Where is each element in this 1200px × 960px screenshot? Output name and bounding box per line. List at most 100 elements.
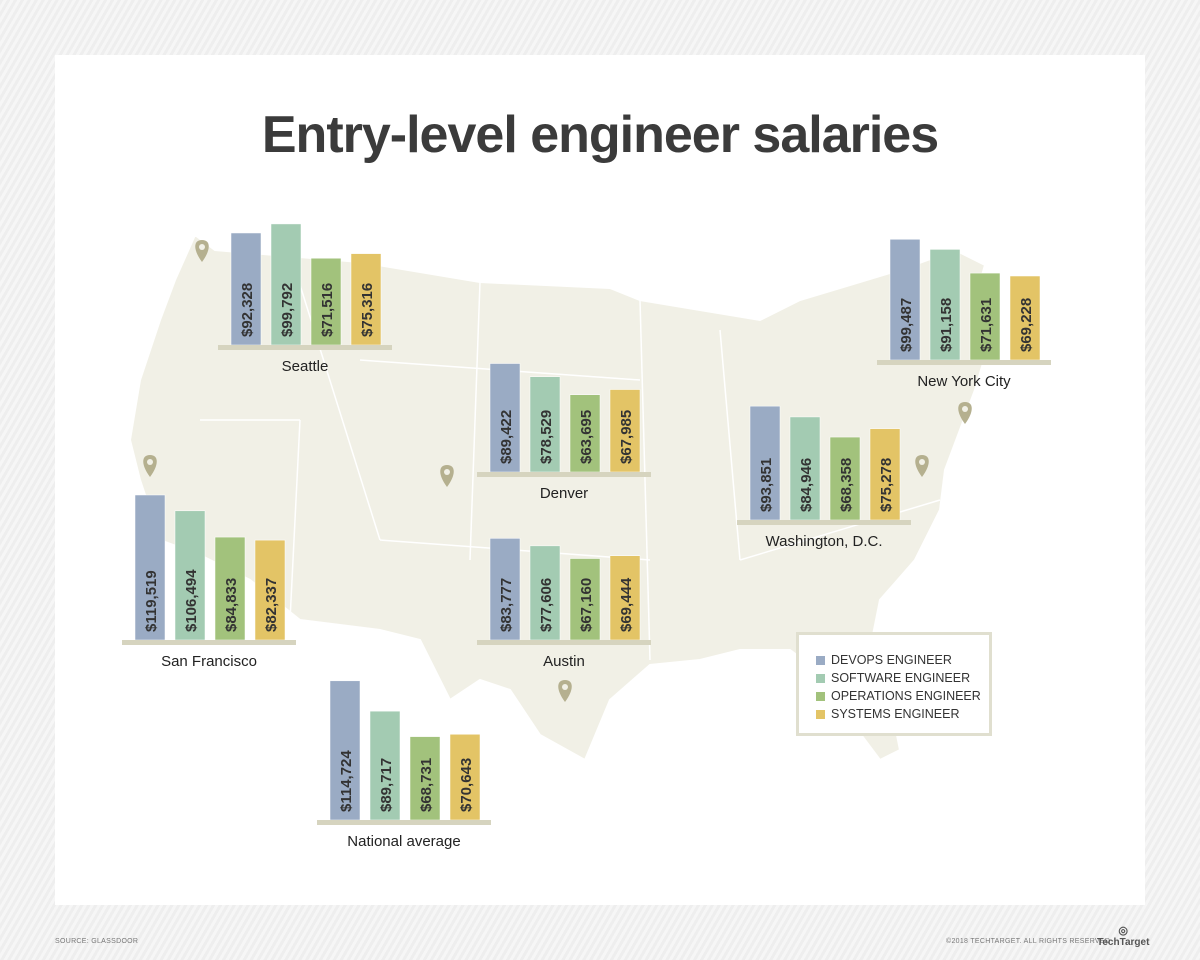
city-label: New York City (917, 373, 1011, 390)
shelf (218, 345, 392, 350)
bar-value-label: $89,717 (378, 758, 395, 812)
location-pin-icon (440, 465, 454, 487)
bar-value-label: $77,606 (538, 578, 555, 632)
location-pin-icon (143, 455, 157, 477)
bar-value-label: $92,328 (239, 283, 256, 337)
bar-value-label: $106,494 (183, 569, 200, 632)
bar-value-label: $70,643 (458, 758, 475, 812)
location-pin-icon (195, 240, 209, 262)
city-label: Austin (543, 653, 585, 670)
bar-value-label: $67,160 (578, 578, 595, 632)
bar-value-label: $68,358 (838, 458, 855, 512)
bar (609, 389, 641, 473)
bar-value-label: $89,422 (498, 410, 515, 464)
shelf (737, 520, 911, 525)
city-group: $83,777 $77,606 $67,160 $69,444 Austin (477, 538, 651, 670)
bar (254, 539, 286, 641)
logo-text: TechTarget (1097, 937, 1150, 948)
state-border (739, 499, 941, 561)
city-group: $93,851 $84,946 $68,358 $75,278 Washington, … (737, 405, 911, 550)
bar (270, 223, 302, 346)
legend-item: SYSTEMS ENGINEER (816, 705, 989, 723)
bar (489, 363, 521, 473)
bar (529, 545, 561, 641)
bar-value-label: $114,724 (338, 750, 355, 812)
city-group: $92,328 $99,792 $71,516 $75,316 Seattle (218, 223, 392, 375)
state-border (719, 329, 741, 561)
location-pin-icon (915, 455, 929, 477)
bar (214, 536, 246, 641)
us-map (128, 233, 992, 762)
bar-value-label: $91,158 (938, 298, 955, 352)
shelf (122, 640, 296, 645)
legend-label: SOFTWARE ENGINEER (831, 671, 971, 685)
bar (829, 436, 861, 521)
bar (350, 253, 382, 346)
legend-swatch (816, 709, 825, 719)
bar-value-label: $99,487 (898, 298, 915, 352)
bar-value-label: $71,516 (319, 283, 336, 337)
city-label: National average (347, 833, 460, 850)
bar-value-label: $69,228 (1018, 298, 1035, 352)
bar-value-label: $78,529 (538, 410, 555, 464)
bar (369, 710, 401, 821)
city-label: Washington, D.C. (766, 533, 883, 550)
legend-swatch (816, 655, 825, 665)
bar (329, 680, 361, 821)
state-border (469, 281, 481, 561)
bar-value-label: $67,985 (618, 410, 635, 464)
techtarget-logo: ◎ TechTarget (1097, 924, 1149, 948)
logo-eye-icon: ◎ (1118, 925, 1129, 937)
legend: DEVOPS ENGINEER SOFTWARE ENGINEER OPERATIO… (796, 632, 992, 736)
shelf (877, 360, 1051, 365)
bar (449, 734, 481, 821)
bar-value-label: $71,631 (978, 298, 995, 352)
legend-swatch (816, 691, 825, 701)
bar (230, 232, 262, 346)
legend-item: SOFTWARE ENGINEER (816, 669, 989, 687)
bar (134, 494, 166, 641)
city-group: $89,422 $78,529 $63,695 $67,985 Denver (477, 363, 651, 502)
bar-value-label: $84,833 (223, 578, 240, 632)
legend-swatch (816, 673, 825, 683)
bar (749, 405, 781, 521)
source-note: SOURCE: GLASSDOOR (55, 938, 139, 945)
location-pin-icon (958, 402, 972, 424)
city-group: $119,519 $106,494 $84,833 $82,337 San Franci… (122, 494, 296, 670)
bar-value-label: $83,777 (498, 578, 515, 632)
bar-value-label: $82,337 (263, 578, 280, 632)
bar (869, 428, 901, 521)
legend-item: OPERATIONS ENGINEER (816, 687, 989, 705)
bar-value-label: $84,946 (798, 458, 815, 512)
legend-item: DEVOPS ENGINEER (816, 651, 989, 669)
state-border (289, 419, 301, 621)
shelf (477, 640, 651, 645)
bar-value-label: $119,519 (143, 570, 160, 632)
bar-value-label: $63,695 (578, 410, 595, 464)
shelf (317, 820, 491, 825)
legend-label: OPERATIONS ENGINEER (831, 689, 981, 703)
bar-value-label: $75,316 (359, 283, 376, 337)
bar (889, 239, 921, 361)
bar (969, 272, 1001, 361)
bar (789, 416, 821, 521)
bar-value-label: $68,731 (418, 758, 435, 812)
city-label: Seattle (282, 358, 329, 375)
bar-value-label: $99,792 (279, 283, 296, 337)
city-group: $99,487 $91,158 $71,631 $69,228 New York Cit… (877, 239, 1051, 390)
copyright-note: ©2018 TECHTARGET. ALL RIGHTS RESERVED (946, 938, 1111, 945)
location-pin-icon (558, 680, 572, 702)
bar-value-label: $93,851 (758, 458, 775, 512)
legend-label: DEVOPS ENGINEER (831, 653, 952, 667)
chart-title: Entry-level engineer salaries (261, 106, 939, 164)
bar (409, 736, 441, 821)
state-border (639, 299, 651, 661)
shelf (477, 472, 651, 477)
bar (1009, 275, 1041, 361)
city-group: $114,724 $89,717 $68,731 $70,643 National av… (317, 680, 491, 850)
bar-value-label: $69,444 (618, 577, 635, 632)
bar-value-label: $75,278 (878, 458, 895, 512)
bar (569, 558, 601, 641)
bar (929, 249, 961, 361)
city-label: Denver (540, 485, 588, 502)
